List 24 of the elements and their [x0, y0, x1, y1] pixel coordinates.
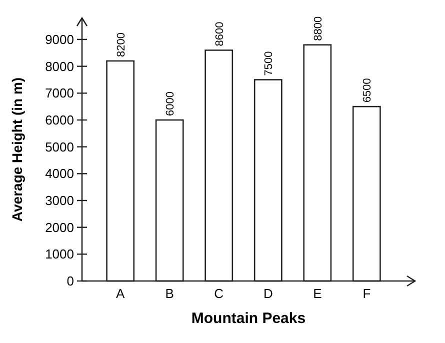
x-axis-title: Mountain Peaks [191, 310, 306, 327]
data-label: 6500 [362, 78, 374, 103]
data-label: 7500 [263, 51, 276, 76]
y-tick-label: 0 [66, 274, 74, 289]
y-tick-label: 8000 [45, 58, 74, 74]
y-tick-label: 2000 [45, 220, 74, 235]
data-label: 8600 [214, 22, 226, 46]
y-tick-label: 1000 [45, 246, 74, 262]
y-tick-label: 5000 [45, 139, 74, 154]
y-tick-label: 3000 [45, 193, 74, 208]
data-label: 8200 [115, 32, 128, 57]
y-tick-label: 6000 [45, 112, 74, 128]
x-tick-label: A [116, 286, 125, 301]
data-label: 6000 [164, 91, 177, 116]
x-tick-label: F [362, 286, 371, 301]
x-tick-label: C [214, 286, 224, 301]
y-tick-label: 4000 [45, 166, 74, 182]
y-axis-title: Average Height (in m) [9, 77, 25, 222]
y-tick-label: 7000 [45, 86, 74, 101]
data-label: 8800 [312, 16, 324, 41]
x-tick-label: E [313, 286, 322, 301]
x-tick-label: D [263, 286, 273, 301]
x-tick-label: B [165, 286, 174, 301]
y-tick-label: 9000 [45, 32, 74, 48]
